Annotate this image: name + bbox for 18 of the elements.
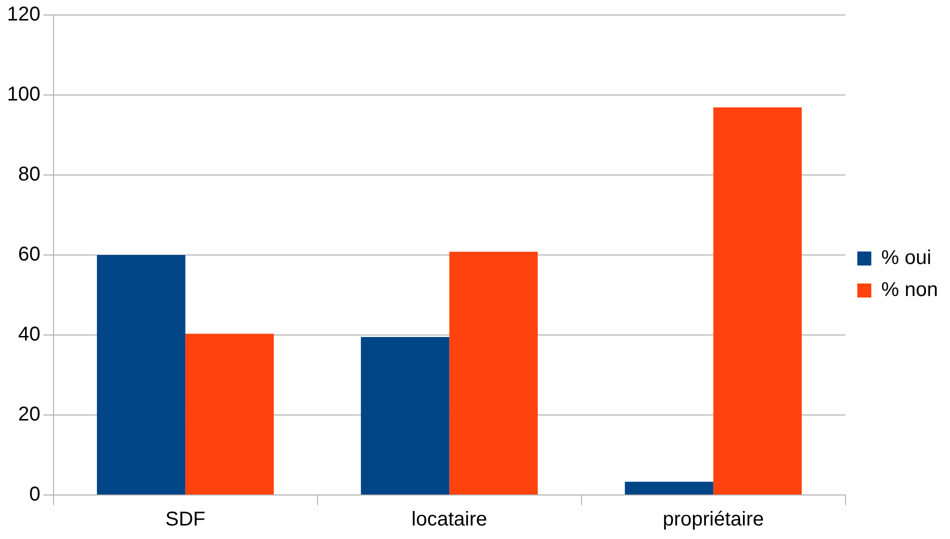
x-tick-label: propriétaire xyxy=(662,508,764,531)
y-tick-label: 100 xyxy=(6,84,40,106)
bar xyxy=(713,107,802,494)
bar xyxy=(624,482,714,494)
x-tick-label: locataire xyxy=(412,508,488,531)
y-tick-label: 60 xyxy=(18,244,40,266)
y-tick-label: 120 xyxy=(6,4,40,26)
bar xyxy=(449,252,538,494)
legend-label: % non xyxy=(881,279,938,302)
y-tick-label: 0 xyxy=(29,484,40,506)
bar xyxy=(360,337,450,494)
legend-label: % oui xyxy=(881,247,932,270)
y-tick-label: 40 xyxy=(18,324,40,346)
y-tick-label: 80 xyxy=(18,164,40,186)
bar xyxy=(96,255,186,494)
bar xyxy=(185,334,274,494)
y-tick-label: 20 xyxy=(18,404,40,426)
x-tick-label: SDF xyxy=(165,508,206,531)
